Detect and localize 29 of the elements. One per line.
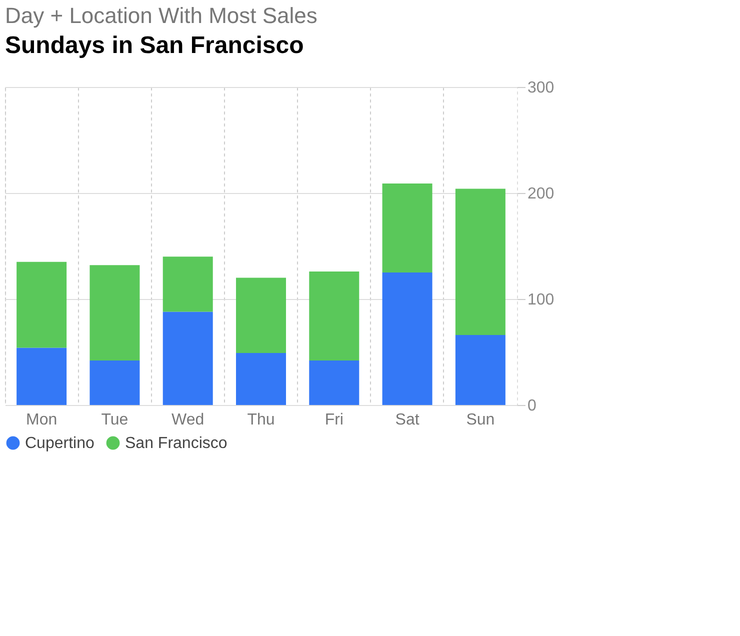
x-tick-label: Tue [101,412,128,428]
x-tick-label: Fri [324,412,344,428]
x-tick-label: Wed [172,412,204,428]
bar [455,335,506,405]
bar [236,353,286,405]
x-tick-label: Mon [26,412,58,428]
x-tick-label: Thu [247,412,275,428]
chart-title: Sundays in San Francisco [5,32,304,59]
y-tick-label: 300 [528,80,554,96]
bar [309,360,360,405]
bar [309,271,360,360]
bar [382,272,432,405]
bar [455,188,506,336]
x-tick-label: Sat [395,412,420,428]
chart-subtitle: Day + Location With Most Sales [5,3,318,28]
legend-label: Cupertino [25,435,94,452]
bar [90,360,140,405]
y-tick-label: 200 [528,186,554,202]
bar [236,278,286,354]
x-tick-label: Sun [466,412,495,428]
bar [16,348,67,405]
y-tick-label: 100 [528,292,554,308]
bar [16,262,67,348]
bar [90,265,140,360]
legend-label: San Francisco [125,435,228,452]
y-tick-label: 0 [528,398,536,414]
bar [162,256,213,312]
bar [162,312,213,405]
bar [382,183,432,272]
